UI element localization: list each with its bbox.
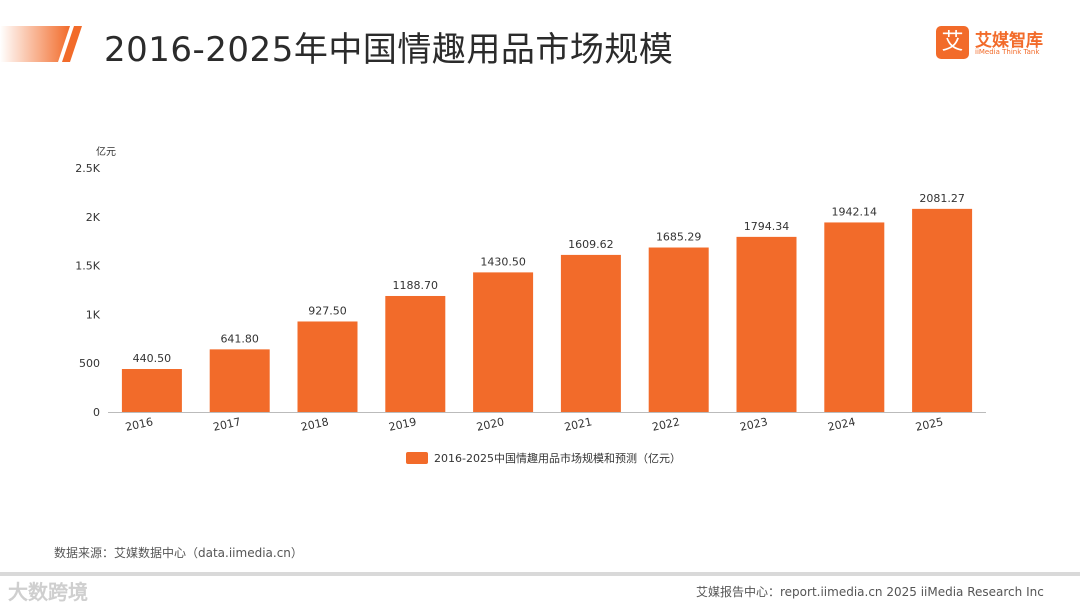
data-label-2025: 2081.27 [919, 192, 965, 205]
data-label-2024: 1942.14 [832, 205, 878, 218]
data-source: 数据来源：艾媒数据中心（data.iimedia.cn） [54, 546, 303, 560]
bar-2016 [121, 369, 182, 412]
bar-2023 [736, 236, 797, 412]
page-title: 2016-2025年中国情趣用品市场规模 [104, 30, 674, 70]
bar-2025 [912, 208, 973, 412]
bar-2018 [297, 321, 358, 412]
x-tick-label-2025: 2025 [914, 415, 944, 434]
legend-label: 2016-2025中国情趣用品市场规模和预测（亿元） [434, 451, 681, 465]
x-tick-label-2023: 2023 [739, 415, 769, 434]
data-label-2019: 1188.70 [393, 279, 439, 292]
x-tick-label-2016: 2016 [124, 415, 154, 434]
x-tick-label-2021: 2021 [563, 415, 593, 434]
x-tick-label-2024: 2024 [827, 415, 857, 434]
logo-name: 艾媒智库 [975, 31, 1043, 51]
data-label-2017: 641.80 [220, 332, 259, 345]
data-label-2022: 1685.29 [656, 231, 702, 244]
x-tick-label-2018: 2018 [300, 415, 330, 434]
y-tick-label: 2K [86, 211, 101, 224]
bar-2024 [824, 222, 885, 412]
watermark: 大数跨境 [8, 580, 88, 604]
footer-divider [0, 572, 1080, 576]
data-label-2021: 1609.62 [568, 238, 614, 251]
legend-swatch [406, 452, 428, 464]
data-label-2016: 440.50 [133, 352, 172, 365]
data-label-2023: 1794.34 [744, 220, 790, 233]
y-tick-label: 1.5K [75, 260, 100, 273]
logo-subtitle: iiMedia Think Tank [975, 48, 1040, 56]
data-label-2018: 927.50 [308, 304, 347, 317]
y-tick-label: 1K [86, 308, 101, 321]
logo-mark: 艾 [936, 26, 969, 59]
x-tick-label-2019: 2019 [388, 415, 418, 434]
data-label-2020: 1430.50 [480, 255, 526, 268]
x-tick-label-2020: 2020 [475, 415, 505, 434]
y-tick-label: 2.5K [75, 162, 100, 175]
bar-2022 [648, 247, 709, 412]
y-tick-label: 0 [93, 406, 100, 419]
y-axis-unit-label: 亿元 [96, 145, 116, 158]
bar-2019 [385, 295, 446, 412]
bar-2020 [473, 272, 534, 412]
y-tick-label: 500 [79, 357, 100, 370]
x-tick-label-2017: 2017 [212, 415, 242, 434]
x-tick-label-2022: 2022 [651, 415, 681, 434]
bar-2021 [560, 254, 621, 412]
report-center: 艾媒报告中心：report.iimedia.cn 2025 iiMedia Re… [696, 585, 1044, 599]
title-accent-bar [0, 26, 82, 62]
iimedia-logo: 艾 艾媒智库 iiMedia Think Tank [936, 26, 1066, 62]
bar-2017 [209, 349, 270, 412]
